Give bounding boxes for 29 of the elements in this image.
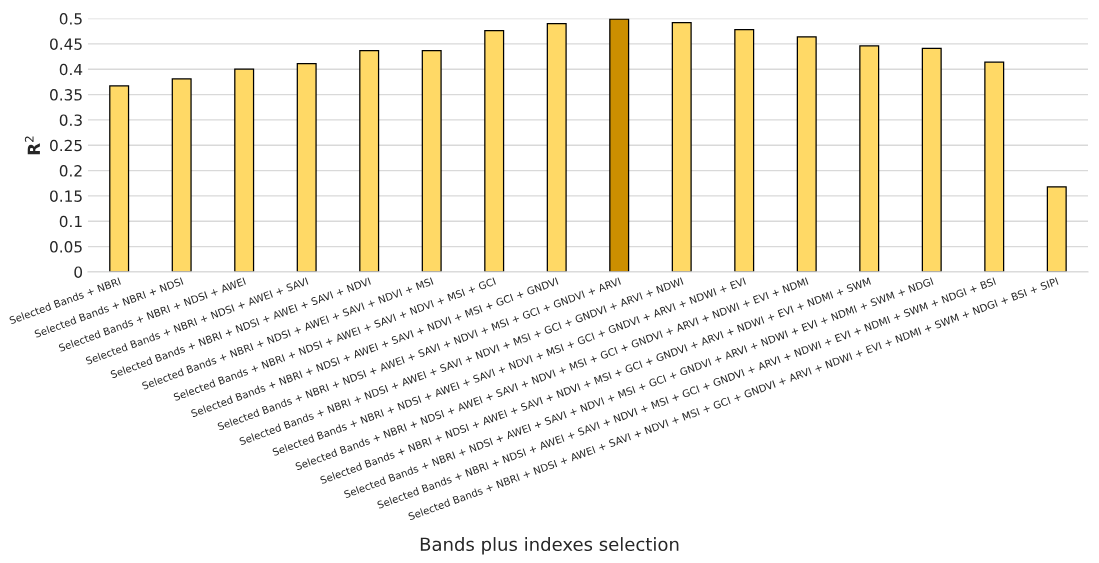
bar <box>796 36 817 272</box>
bar <box>109 85 130 272</box>
y-tick-label: 0 <box>74 266 83 278</box>
bar <box>296 63 317 272</box>
bar <box>921 47 942 272</box>
y-tick-label: 0.05 <box>50 241 82 253</box>
bar <box>984 61 1005 272</box>
y-tick-label: 0.1 <box>59 215 82 228</box>
y-tick-label: 0.25 <box>50 139 82 152</box>
bar <box>484 30 505 272</box>
bar <box>671 22 692 272</box>
bar <box>609 18 630 272</box>
bar <box>734 29 755 272</box>
bar <box>1046 186 1067 272</box>
bar <box>171 78 192 272</box>
bar <box>359 49 380 272</box>
bar <box>421 49 442 272</box>
y-tick-label: 0.3 <box>59 114 82 126</box>
y-tick-label: 0.15 <box>50 190 82 202</box>
y-tick-label: 0.4 <box>59 63 83 76</box>
y-axis-title: R$^{2}$ <box>24 136 40 155</box>
y-tick-label: 0.45 <box>50 38 82 50</box>
y-tick-label: 0.2 <box>59 165 82 177</box>
y-tick-label: 0.35 <box>50 89 82 101</box>
x-axis-title: Bands plus indexes selection <box>420 537 679 555</box>
y-tick-label: 0.5 <box>59 13 82 25</box>
bar <box>546 23 567 272</box>
bar <box>234 68 255 272</box>
bar <box>859 45 880 272</box>
